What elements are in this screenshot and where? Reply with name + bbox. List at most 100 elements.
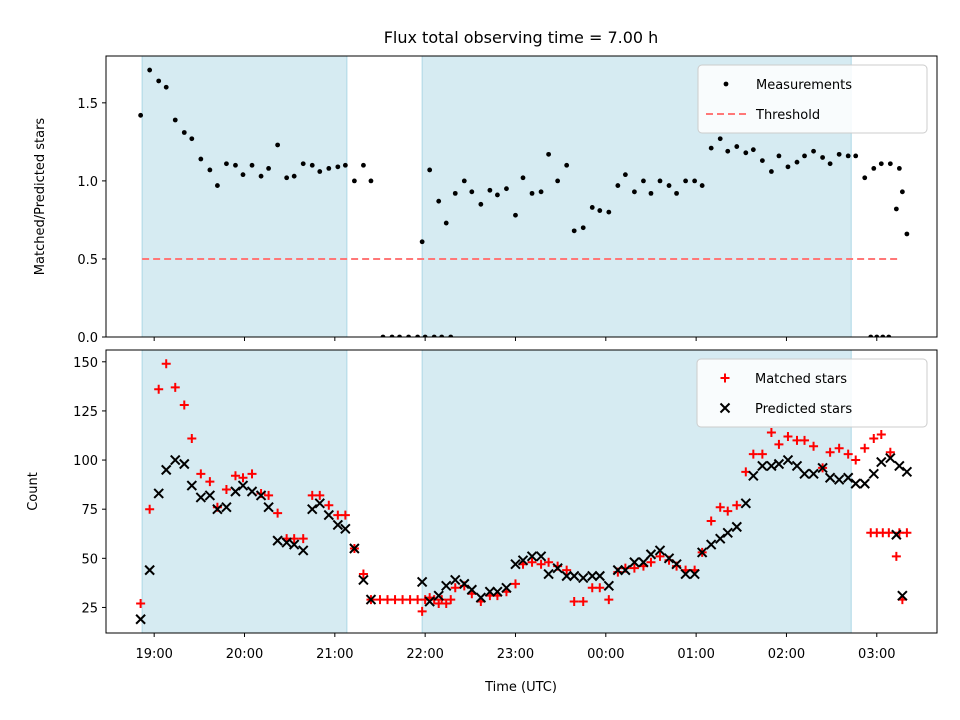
data-point xyxy=(663,553,675,564)
data-point xyxy=(773,458,785,470)
data-point xyxy=(792,435,802,445)
y-axis-label: Count xyxy=(26,472,41,511)
data-point xyxy=(732,500,742,510)
data-point xyxy=(785,164,791,170)
data-point xyxy=(527,557,537,567)
data-point xyxy=(255,490,267,501)
data-point xyxy=(885,452,896,464)
data-point xyxy=(896,166,902,171)
data-point xyxy=(281,537,292,548)
data-point xyxy=(153,488,164,499)
data-point xyxy=(448,334,454,337)
x-tick-label: 20:00 xyxy=(226,647,263,662)
data-point xyxy=(776,153,782,159)
data-point xyxy=(851,455,861,465)
data-point xyxy=(696,547,708,558)
data-point xyxy=(450,574,461,586)
legend-label: Matched stars xyxy=(755,372,847,387)
data-point xyxy=(187,433,197,443)
data-point xyxy=(398,595,408,605)
data-point xyxy=(207,167,213,173)
data-point xyxy=(415,334,421,337)
data-point xyxy=(431,334,437,337)
data-point xyxy=(323,509,335,521)
data-point xyxy=(632,189,637,195)
data-point xyxy=(535,551,547,562)
data-point xyxy=(484,586,496,597)
data-point xyxy=(510,559,521,570)
y-tick-label: 75 xyxy=(81,503,98,518)
data-point xyxy=(161,464,172,476)
legend-label: Measurements xyxy=(756,78,852,93)
data-point xyxy=(824,472,836,483)
data-point xyxy=(266,166,271,171)
data-point xyxy=(827,161,833,167)
x-tick-label: 02:00 xyxy=(768,647,805,662)
data-point xyxy=(708,145,714,151)
data-point xyxy=(825,447,835,457)
data-point xyxy=(620,564,631,576)
data-point xyxy=(859,478,870,489)
data-point xyxy=(529,190,535,196)
data-point xyxy=(195,492,207,503)
data-point xyxy=(597,208,603,213)
data-point xyxy=(469,189,475,195)
data-point xyxy=(817,462,828,474)
data-point xyxy=(836,151,842,157)
observing-window-1 xyxy=(141,350,348,633)
data-point xyxy=(439,334,445,337)
data-point xyxy=(904,231,910,237)
data-point xyxy=(886,334,892,337)
data-point xyxy=(427,167,433,173)
data-point xyxy=(434,599,444,609)
data-point xyxy=(361,162,366,168)
data-point xyxy=(876,430,886,440)
data-point xyxy=(705,539,717,550)
data-point xyxy=(876,456,887,468)
data-point xyxy=(390,595,400,605)
data-point xyxy=(138,112,144,118)
legend-marker-x xyxy=(719,402,731,414)
data-point xyxy=(358,574,369,586)
data-point xyxy=(215,183,220,188)
data-point xyxy=(833,474,845,485)
data-point xyxy=(300,161,306,167)
legend-marker-plus xyxy=(720,373,730,383)
data-point xyxy=(324,500,334,510)
data-point xyxy=(230,486,241,497)
data-point xyxy=(389,334,395,337)
data-point xyxy=(326,166,332,171)
axes-frame xyxy=(105,349,938,634)
data-point xyxy=(689,568,700,580)
x-tick-label: 22:00 xyxy=(406,647,443,662)
data-point xyxy=(466,584,478,595)
data-point xyxy=(517,555,529,566)
data-point xyxy=(657,178,663,184)
data-point xyxy=(887,161,893,167)
data-point xyxy=(811,148,816,154)
data-point xyxy=(552,562,563,574)
data-point xyxy=(646,557,656,567)
data-point xyxy=(899,189,905,195)
data-point xyxy=(317,169,323,174)
data-point xyxy=(501,582,512,594)
x-tick-label: 23:00 xyxy=(497,647,534,662)
data-point xyxy=(884,528,894,538)
data-point xyxy=(902,528,912,538)
data-point xyxy=(424,596,435,607)
data-point xyxy=(544,557,554,567)
data-point xyxy=(240,172,246,178)
data-point xyxy=(546,151,551,157)
data-point xyxy=(580,225,586,231)
data-point xyxy=(198,156,204,162)
data-point xyxy=(446,595,456,605)
data-point xyxy=(759,158,765,163)
legend-marker-dot xyxy=(723,81,729,87)
legend-box xyxy=(696,358,928,428)
data-point xyxy=(725,148,731,154)
observing-window-1 xyxy=(141,56,348,337)
data-point xyxy=(734,144,740,149)
data-point xyxy=(774,439,784,449)
data-point xyxy=(766,460,777,472)
